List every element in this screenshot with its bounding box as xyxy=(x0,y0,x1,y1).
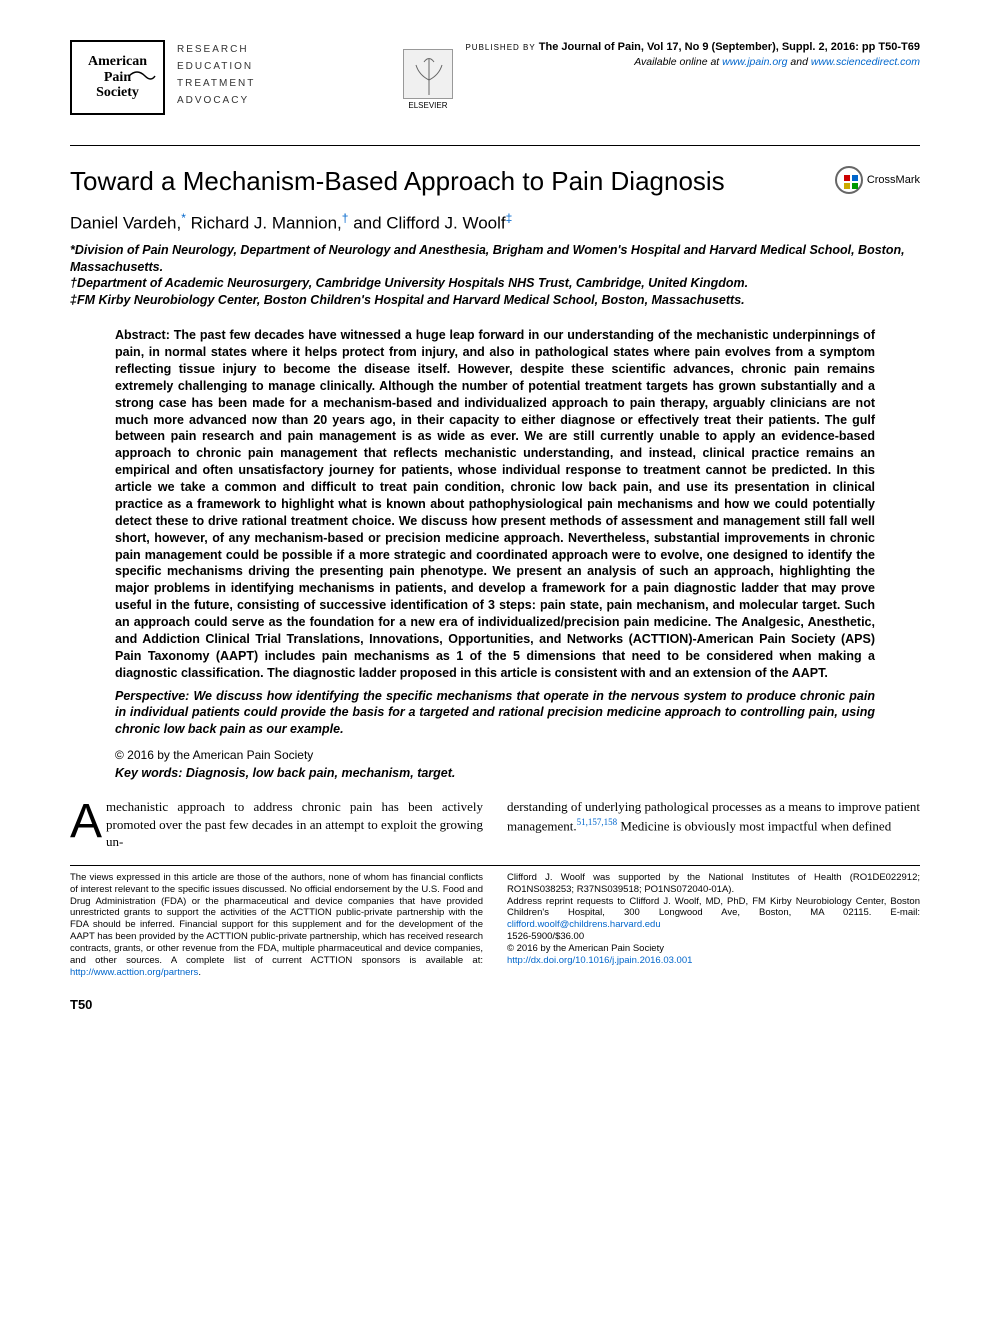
tagline-advocacy: ADVOCACY xyxy=(177,95,255,106)
footnote-address: Address reprint requests to Clifford J. … xyxy=(507,896,920,919)
perspective-label: Perspective: xyxy=(115,689,189,703)
footnote-copyright: © 2016 by the American Pain Society xyxy=(507,943,920,955)
perspective-body: We discuss how identifying the specific … xyxy=(115,689,875,737)
elsevier-logo: ELSEVIER xyxy=(400,40,455,110)
aps-logo-line3: Society xyxy=(96,85,139,100)
footnote-email[interactable]: clifford.woolf@childrens.harvard.edu xyxy=(507,919,661,930)
published-by-label: PUBLISHED BY xyxy=(465,43,535,52)
aps-logo: American Pain Society xyxy=(70,40,165,115)
journal-citation: The Journal of Pain, Vol 17, No 9 (Septe… xyxy=(539,41,920,53)
perspective-text: Perspective: We discuss how identifying … xyxy=(115,688,875,739)
aps-logo-block: American Pain Society RESEARCH EDUCATION… xyxy=(70,40,255,115)
crossmark-icon xyxy=(835,166,863,194)
affiliation-2: †Department of Academic Neurosurgery, Ca… xyxy=(70,275,920,292)
abstract-label: Abstract: xyxy=(115,328,170,342)
affiliation-1: *Division of Pain Neurology, Department … xyxy=(70,242,920,276)
body-columns: Amechanistic approach to address chronic… xyxy=(70,798,920,851)
author-3-mark[interactable]: ‡ xyxy=(506,211,513,225)
keywords-label: Key words: xyxy=(115,766,182,780)
availability-and: and xyxy=(788,56,811,68)
tagline-education: EDUCATION xyxy=(177,61,255,72)
body-col1-text: mechanistic approach to address chronic … xyxy=(106,799,483,849)
affiliation-3: ‡FM Kirby Neurobiology Center, Boston Ch… xyxy=(70,292,920,309)
availability-prefix: Available online at xyxy=(634,56,722,68)
footnote-right: Clifford J. Woolf was supported by the N… xyxy=(507,872,920,979)
footnote-issn: 1526-5900/$36.00 xyxy=(507,931,920,943)
body-col2-post: Medicine is obviously most impactful whe… xyxy=(617,818,891,833)
abstract-copyright: © 2016 by the American Pain Society xyxy=(115,748,875,762)
author-1: Daniel Vardeh, xyxy=(70,214,181,233)
aps-swirl-icon xyxy=(127,66,157,86)
body-col-left: Amechanistic approach to address chronic… xyxy=(70,798,483,851)
footnote-left-text: The views expressed in this article are … xyxy=(70,872,483,966)
publication-text: PUBLISHED BY The Journal of Pain, Vol 17… xyxy=(465,40,920,70)
jpain-link[interactable]: www.jpain.org xyxy=(722,56,787,68)
acttion-link[interactable]: http://www.acttion.org/partners xyxy=(70,967,198,978)
footnote-left: The views expressed in this article are … xyxy=(70,872,483,979)
body-refs[interactable]: 51,157,158 xyxy=(577,817,618,827)
page-number: T50 xyxy=(70,997,920,1012)
abstract-body: The past few decades have witnessed a hu… xyxy=(115,328,875,680)
aps-tagline: RESEARCH EDUCATION TREATMENT ADVOCACY xyxy=(177,40,255,106)
authors-line: Daniel Vardeh,* Richard J. Mannion,† and… xyxy=(70,211,920,234)
footnotes: The views expressed in this article are … xyxy=(70,872,920,979)
elsevier-tree-icon xyxy=(403,49,453,99)
affiliations: *Division of Pain Neurology, Department … xyxy=(70,242,920,310)
abstract-block: Abstract: The past few decades have witn… xyxy=(70,327,920,780)
footnote-left-end: . xyxy=(198,967,201,978)
dropcap: A xyxy=(70,798,106,842)
abstract-text: Abstract: The past few decades have witn… xyxy=(115,327,875,681)
publisher-block: ELSEVIER PUBLISHED BY The Journal of Pai… xyxy=(400,40,920,110)
elsevier-label: ELSEVIER xyxy=(408,101,447,110)
tagline-treatment: TREATMENT xyxy=(177,78,255,89)
author-2: Richard J. Mannion, xyxy=(186,214,342,233)
article-title: Toward a Mechanism-Based Approach to Pai… xyxy=(70,166,815,197)
header-rule xyxy=(70,145,920,146)
keywords-body: Diagnosis, low back pain, mechanism, tar… xyxy=(186,766,456,780)
body-col-right: derstanding of underlying pathological p… xyxy=(507,798,920,851)
page-header: American Pain Society RESEARCH EDUCATION… xyxy=(70,40,920,127)
tagline-research: RESEARCH xyxy=(177,44,255,55)
footnote-support: Clifford J. Woolf was supported by the N… xyxy=(507,872,920,896)
footnote-doi[interactable]: http://dx.doi.org/10.1016/j.jpain.2016.0… xyxy=(507,955,692,966)
author-3: and Clifford J. Woolf xyxy=(348,214,505,233)
sciencedirect-link[interactable]: www.sciencedirect.com xyxy=(811,56,920,68)
footnote-rule xyxy=(70,865,920,866)
crossmark-badge[interactable]: CrossMark xyxy=(835,166,920,194)
title-row: Toward a Mechanism-Based Approach to Pai… xyxy=(70,166,920,197)
keywords-line: Key words: Diagnosis, low back pain, mec… xyxy=(115,766,875,780)
crossmark-label: CrossMark xyxy=(867,174,920,186)
